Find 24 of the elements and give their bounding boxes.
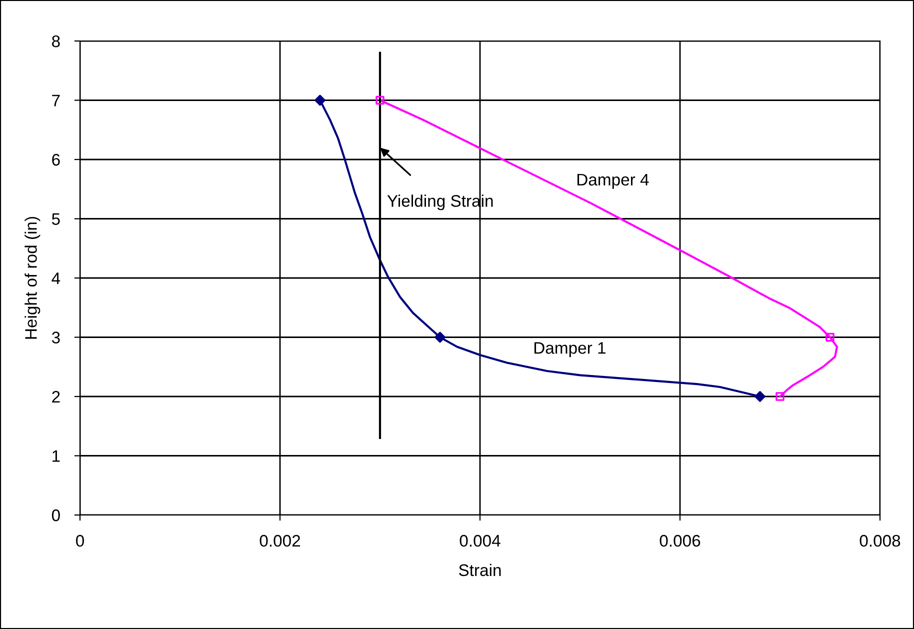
point [754,391,766,402]
series-label: Damper 1 [534,342,606,358]
y-tick-label: 6 [52,154,60,166]
x-tick-label: 0.004 [460,534,500,547]
x-tick-label: 0.002 [260,534,300,547]
y-tick-label: 3 [52,332,60,344]
point [314,94,326,106]
x-tick-label: 0.008 [860,534,900,547]
point [434,332,446,343]
point [776,392,784,401]
y-tick-label: 2 [52,390,60,403]
y-tick-label: 5 [52,213,60,225]
x-tick-label: 0.006 [660,534,700,547]
x-tick-label: 0 [76,534,84,547]
x-axis-title: Strain [458,564,501,576]
y-tick-label: 0 [52,509,60,522]
series-label: Damper 4 [577,174,649,189]
y-tick-label: 4 [52,272,60,284]
y-tick-label: 1 [52,450,60,462]
y-tick-label: 8 [52,35,60,48]
point [376,96,384,105]
point [826,332,834,342]
y-tick-label: 7 [52,94,60,106]
y-axis-title: Height of rod (in) [24,216,40,339]
